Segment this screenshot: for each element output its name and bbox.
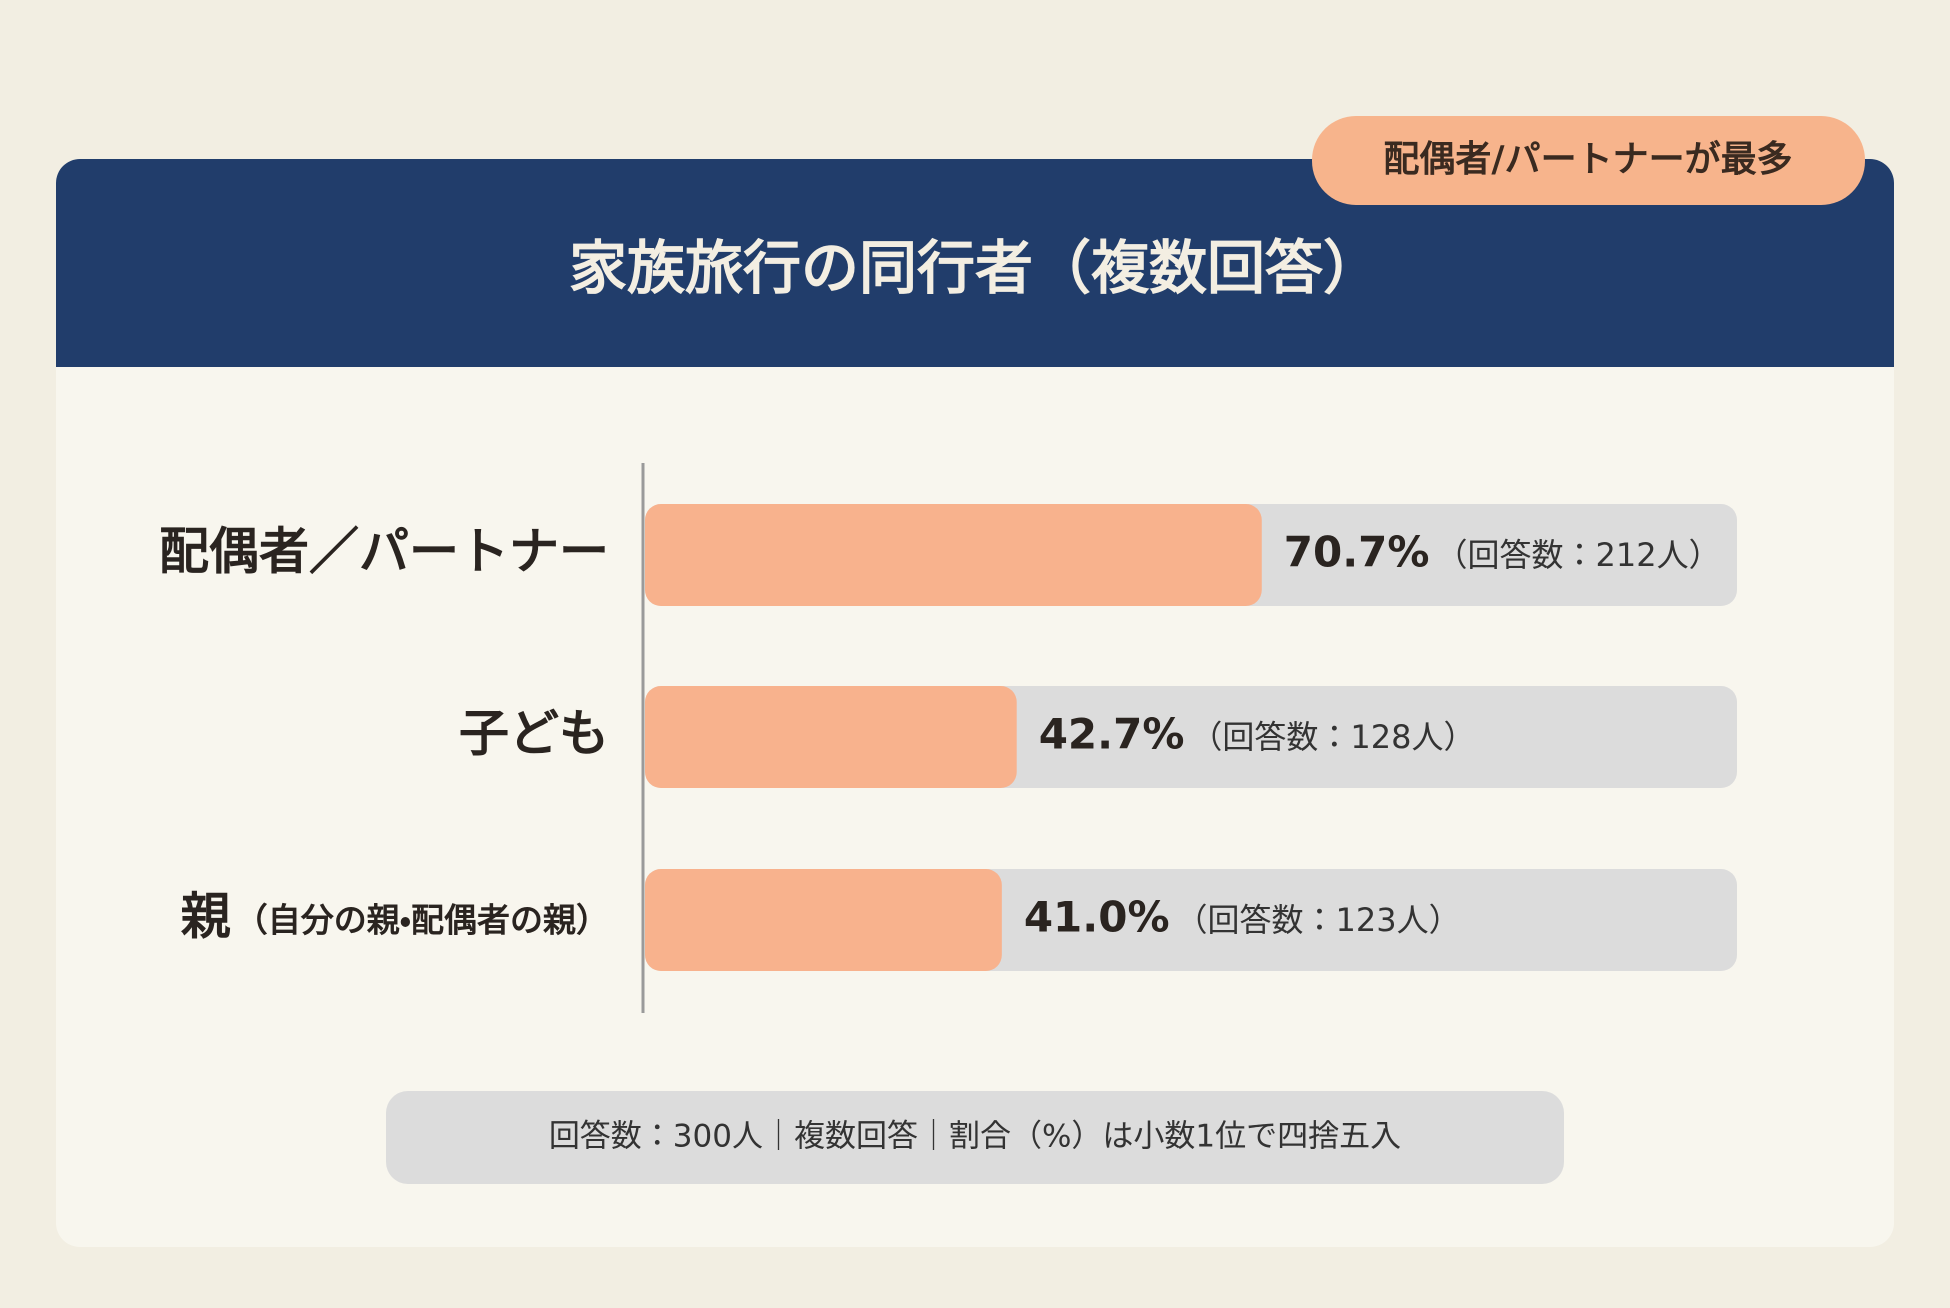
category-label: 配偶者／パートナー bbox=[159, 523, 609, 581]
header bbox=[56, 159, 1894, 367]
badge bbox=[1312, 116, 1865, 205]
count-label: （回答数：212人） bbox=[1435, 536, 1720, 574]
value-label: 41.0% bbox=[1024, 893, 1170, 942]
category-label: 親 bbox=[181, 888, 231, 946]
chart-title: 家族旅行の同行者（複数回答） bbox=[569, 234, 1381, 302]
count-label: （回答数：128人） bbox=[1190, 718, 1475, 756]
badge-text: 配偶者/パートナーが最多 bbox=[1383, 139, 1792, 180]
category-label: 子ども bbox=[459, 705, 609, 763]
bars: 配偶者／パートナー 70.7% （回答数：212人） 子ども 42.7% （回答数：128… bbox=[159, 504, 1737, 971]
footnote-box bbox=[386, 1091, 1564, 1184]
count-label: （回答数：123人） bbox=[1176, 901, 1461, 939]
bar bbox=[645, 869, 1002, 971]
footnote: 回答数：300人｜複数回答｜割合（%）は小数1位で四捨五入 bbox=[549, 1119, 1401, 1155]
bar bbox=[645, 504, 1262, 606]
value-label: 42.7% bbox=[1039, 710, 1185, 759]
bar bbox=[645, 686, 1017, 788]
value-label: 70.7% bbox=[1284, 528, 1430, 577]
category-subtitle: （自分の親・配偶者の親） bbox=[235, 901, 609, 940]
